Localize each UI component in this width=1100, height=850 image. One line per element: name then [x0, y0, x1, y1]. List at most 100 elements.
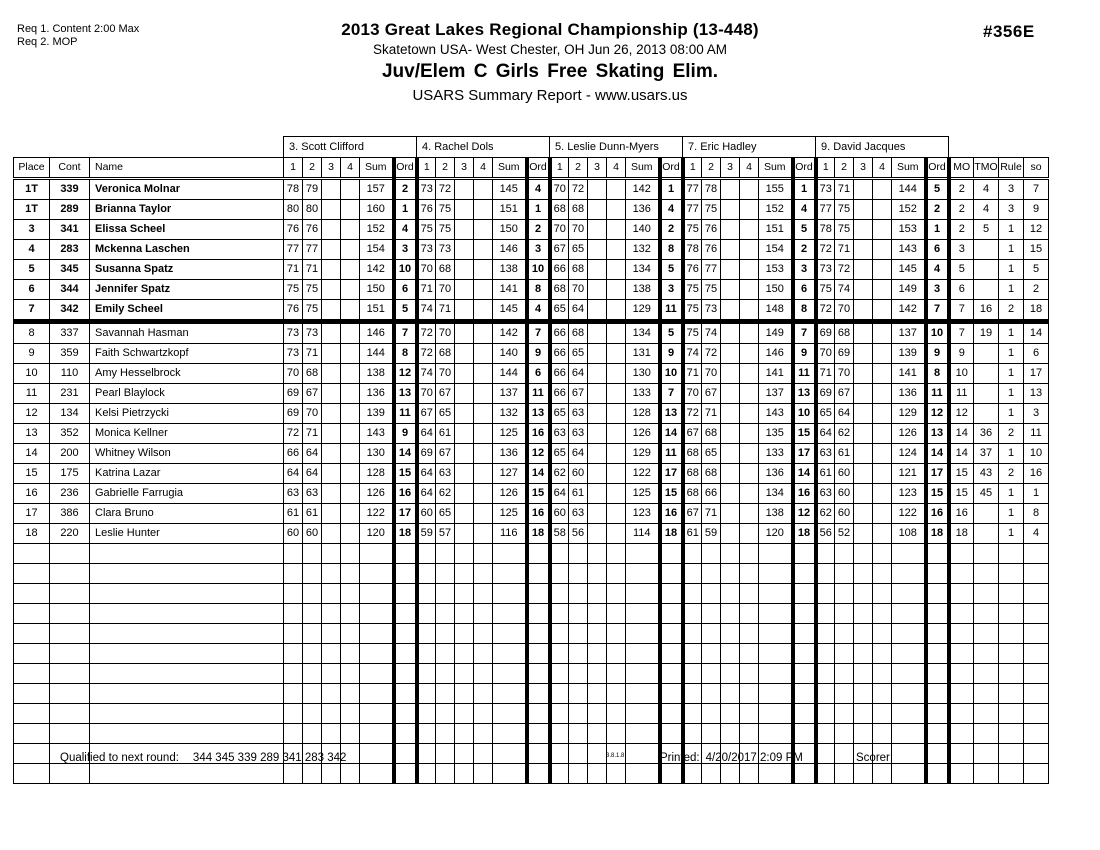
- score-cell: [853, 403, 873, 424]
- ord-cell: 5: [790, 219, 818, 240]
- score-cell: [853, 383, 873, 404]
- score-cell: 70: [416, 259, 436, 280]
- score-cell: [625, 703, 660, 724]
- score-cell: 69: [815, 319, 835, 344]
- score-cell: [587, 363, 607, 384]
- score-cell: [872, 623, 892, 644]
- score-cell: [815, 623, 835, 644]
- score-cell: [891, 623, 926, 644]
- score-cell: [340, 199, 360, 220]
- ord-cell: [524, 723, 552, 744]
- ord-cell: 18: [923, 523, 951, 544]
- doc-number: #356E: [983, 22, 1035, 41]
- score-cell: [872, 403, 892, 424]
- score-cell: [625, 763, 660, 784]
- stat-cell-so: 4: [1023, 523, 1049, 544]
- stat-cell-mo: 16: [948, 503, 974, 524]
- score-cell: [473, 239, 493, 260]
- stat-cell-tmo: [973, 643, 999, 664]
- cont-cell: 344: [49, 279, 90, 300]
- score-cell: [606, 763, 626, 784]
- stat-cell-tmo: [973, 403, 999, 424]
- stat-cell-rule: 1: [998, 219, 1024, 240]
- score-cell: [606, 363, 626, 384]
- score-cell: 66: [549, 319, 569, 344]
- stat-cell-so: [1023, 703, 1049, 724]
- ord-cell: [391, 763, 419, 784]
- score-cell: 71: [815, 363, 835, 384]
- cont-cell: 345: [49, 259, 90, 280]
- table-row: 5 345 Susanna Spatz 71 71 142 10 70 68 138 10 66 68 1…: [13, 259, 1049, 280]
- score-cell: [568, 743, 588, 764]
- score-cell: [454, 219, 474, 240]
- ord-cell: 14: [790, 463, 818, 484]
- score-cell: [492, 703, 527, 724]
- score-cell: 64: [568, 363, 588, 384]
- ord-cell: [657, 603, 685, 624]
- ord-cell: 4: [790, 199, 818, 220]
- sum-cell: 141: [758, 363, 793, 384]
- score-cell: [891, 543, 926, 564]
- score-cell: [416, 763, 436, 784]
- score-cell: [340, 463, 360, 484]
- score-cell: [321, 523, 341, 544]
- score-cell: [720, 683, 740, 704]
- score-cell: [739, 279, 759, 300]
- requirements-block: Req 1. Content 2:00 Max Req 2. MOP: [17, 23, 139, 49]
- score-cell: 68: [701, 463, 721, 484]
- score-cell: [606, 723, 626, 744]
- printed-value: 4/20/2017 2:09 PM: [705, 752, 803, 764]
- place-cell: 15: [13, 463, 50, 484]
- score-cell: 67: [568, 383, 588, 404]
- score-cell: [625, 603, 660, 624]
- score-cell: 68: [568, 259, 588, 280]
- score-cell: 72: [283, 423, 303, 444]
- ord-cell: 18: [391, 523, 419, 544]
- score-cell: [834, 603, 854, 624]
- score-cell: 65: [549, 403, 569, 424]
- stat-cell-tmo: [973, 583, 999, 604]
- sum-cell: 146: [492, 239, 527, 260]
- score-cell: [701, 683, 721, 704]
- score-cell: [701, 623, 721, 644]
- score-cell: 68: [549, 279, 569, 300]
- cont-cell: [49, 623, 90, 644]
- col-header-3: 3: [587, 157, 607, 180]
- score-cell: 72: [568, 178, 588, 200]
- score-cell: 64: [549, 483, 569, 504]
- score-cell: [739, 319, 759, 344]
- score-cell: [587, 383, 607, 404]
- sum-cell: 142: [359, 259, 394, 280]
- score-cell: [853, 279, 873, 300]
- score-cell: [872, 178, 892, 200]
- sum-cell: 128: [359, 463, 394, 484]
- sum-cell: 136: [359, 383, 394, 404]
- score-cell: [625, 623, 660, 644]
- score-cell: [853, 299, 873, 322]
- name-cell: Elissa Scheel: [89, 219, 284, 240]
- ord-cell: 11: [790, 363, 818, 384]
- score-cell: [549, 703, 569, 724]
- score-cell: [283, 703, 303, 724]
- place-cell: 16: [13, 483, 50, 504]
- stat-cell-so: 7: [1023, 178, 1049, 200]
- sum-cell: 126: [891, 423, 926, 444]
- ord-cell: 2: [790, 239, 818, 260]
- score-cell: 75: [834, 219, 854, 240]
- score-cell: [473, 503, 493, 524]
- venue-line: Skatetown USA- West Chester, OH Jun 26, …: [373, 42, 727, 57]
- scorer-label: Scorer:: [856, 752, 894, 764]
- score-cell: [739, 239, 759, 260]
- sum-cell: 141: [891, 363, 926, 384]
- score-cell: [587, 763, 607, 784]
- ord-cell: 9: [524, 343, 552, 364]
- score-cell: [416, 643, 436, 664]
- score-cell: [454, 259, 474, 280]
- sum-cell: 121: [891, 463, 926, 484]
- printed-label: Printed:: [660, 752, 700, 764]
- cont-cell: [49, 663, 90, 684]
- score-cell: 70: [435, 279, 455, 300]
- ord-cell: 12: [391, 363, 419, 384]
- score-cell: [834, 663, 854, 684]
- ord-cell: [391, 563, 419, 584]
